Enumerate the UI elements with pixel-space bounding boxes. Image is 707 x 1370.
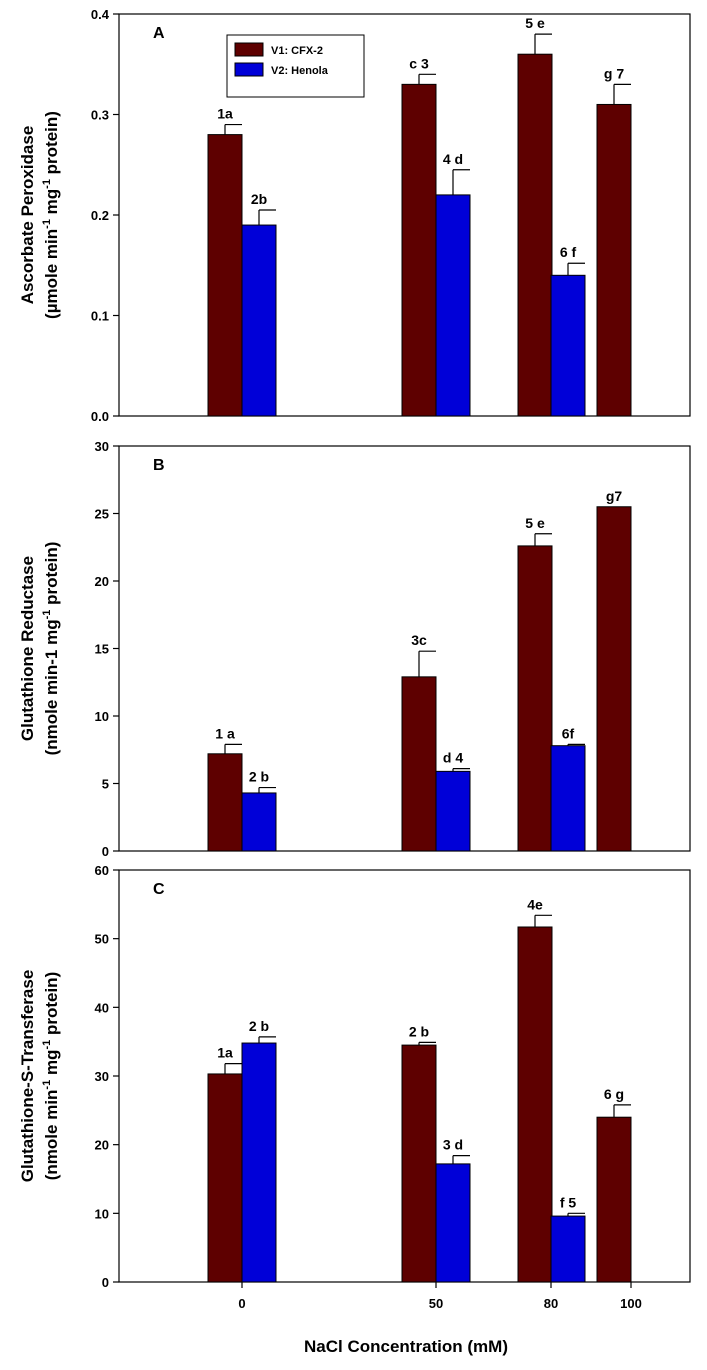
y-tick-label: 30 xyxy=(95,439,109,454)
panel-c: 0102030405060CGlutathione-S-Transferase(… xyxy=(18,863,691,1356)
bar xyxy=(596,1116,632,1283)
label-text: protein) xyxy=(42,111,61,179)
data-label: d 4 xyxy=(443,750,463,766)
superscript: -1 xyxy=(41,219,53,229)
bar xyxy=(401,83,437,417)
y-tick-label: 15 xyxy=(95,642,109,657)
bar xyxy=(241,224,277,417)
bar xyxy=(241,1042,277,1283)
label-text: (nmole min-1 xyxy=(42,650,61,756)
y-tick-label: 40 xyxy=(95,1000,109,1015)
data-label: 3 d xyxy=(443,1137,463,1153)
bar xyxy=(207,1073,243,1283)
legend-entry: V1: CFX-2 xyxy=(271,45,323,57)
y-tick-label: 20 xyxy=(95,1138,109,1153)
y-tick-label: 30 xyxy=(95,1069,109,1084)
superscript: -1 xyxy=(41,1080,53,1090)
y-tick-label: 60 xyxy=(95,863,109,878)
x-tick-label: 50 xyxy=(429,1296,443,1311)
bar xyxy=(401,676,437,852)
bar xyxy=(550,745,586,852)
legend-entry: V2: Henola xyxy=(271,65,329,77)
y-tick-label: 0.4 xyxy=(91,7,110,22)
label-text: protein) xyxy=(42,542,61,610)
data-label: 6f xyxy=(562,725,575,741)
data-label: 6 f xyxy=(560,244,577,260)
y-tick-label: 0.1 xyxy=(91,309,109,324)
legend-swatch xyxy=(234,62,264,77)
panel-letter: A xyxy=(153,25,165,42)
data-label: 5 e xyxy=(525,515,545,531)
data-label: 4e xyxy=(527,896,543,912)
y-tick-label: 0.2 xyxy=(91,208,109,223)
y-axis-label-line1: Glutathione Reductase xyxy=(18,556,37,741)
y-tick-label: 10 xyxy=(95,709,109,724)
bar xyxy=(517,926,553,1283)
y-tick-label: 5 xyxy=(102,777,109,792)
data-label: 4 d xyxy=(443,151,463,167)
data-label: c 3 xyxy=(409,55,429,71)
y-tick-label: 0 xyxy=(102,844,109,859)
superscript: -1 xyxy=(41,179,53,189)
y-tick-label: 0.0 xyxy=(91,409,109,424)
x-tick-label: 0 xyxy=(238,1296,245,1311)
y-tick-label: 50 xyxy=(95,932,109,947)
bar xyxy=(550,274,586,417)
data-label: 2 b xyxy=(409,1023,429,1039)
data-label: 2 b xyxy=(249,1018,269,1034)
panel-letter: B xyxy=(153,457,165,474)
bar xyxy=(517,53,553,417)
y-tick-label: 10 xyxy=(95,1206,109,1221)
panel-letter: C xyxy=(153,881,165,898)
y-axis-label-line1: Ascorbate Peroxidase xyxy=(18,126,37,305)
data-label: 1 a xyxy=(215,725,235,741)
x-tick-label: 80 xyxy=(544,1296,558,1311)
y-axis-label-line2: (µmole min-1 mg-1 protein) xyxy=(41,111,61,319)
label-text: protein) xyxy=(42,972,61,1040)
legend: V1: CFX-2 V2: Henola xyxy=(226,34,365,98)
bar xyxy=(435,194,471,417)
superscript: -1 xyxy=(41,610,53,620)
data-label: 1a xyxy=(217,1045,233,1061)
data-label: 5 e xyxy=(525,15,545,31)
bar xyxy=(517,545,553,852)
bar xyxy=(550,1215,586,1283)
data-label: 1a xyxy=(217,106,233,122)
label-text: mg xyxy=(42,619,61,649)
y-tick-label: 25 xyxy=(95,507,109,522)
bar xyxy=(207,134,243,417)
y-axis-label-line2: (nmole min-1 mg-1 protein) xyxy=(41,972,61,1180)
y-axis-label-line1: Glutathione-S-Transferase xyxy=(18,970,37,1183)
data-label: g 7 xyxy=(604,65,624,81)
data-label: 2 b xyxy=(249,769,269,785)
data-label: 2b xyxy=(251,191,267,207)
bar xyxy=(596,103,632,417)
label-text: mg xyxy=(42,189,61,219)
y-tick-label: 0 xyxy=(102,1275,109,1290)
data-label: 6 g xyxy=(604,1086,624,1102)
bar xyxy=(435,770,471,852)
bar xyxy=(596,506,632,852)
data-label: g7 xyxy=(606,488,623,504)
x-tick-label: 100 xyxy=(620,1296,642,1311)
bar xyxy=(401,1044,437,1283)
label-text: mg xyxy=(42,1050,61,1080)
y-axis-label-line2: (nmole min-1 mg-1 protein) xyxy=(41,542,61,756)
data-label: f 5 xyxy=(560,1194,577,1210)
x-axis-label: NaCl Concentration (mM) xyxy=(304,1337,508,1356)
bar xyxy=(241,792,277,852)
y-tick-label: 20 xyxy=(95,574,109,589)
data-label: 3c xyxy=(411,632,427,648)
bar xyxy=(435,1163,471,1283)
bar xyxy=(207,753,243,852)
legend-swatch xyxy=(234,42,264,57)
label-text: (µmole min xyxy=(42,229,61,319)
superscript: -1 xyxy=(41,1040,53,1050)
y-tick-label: 0.3 xyxy=(91,108,109,123)
label-text: (nmole min xyxy=(42,1090,61,1181)
